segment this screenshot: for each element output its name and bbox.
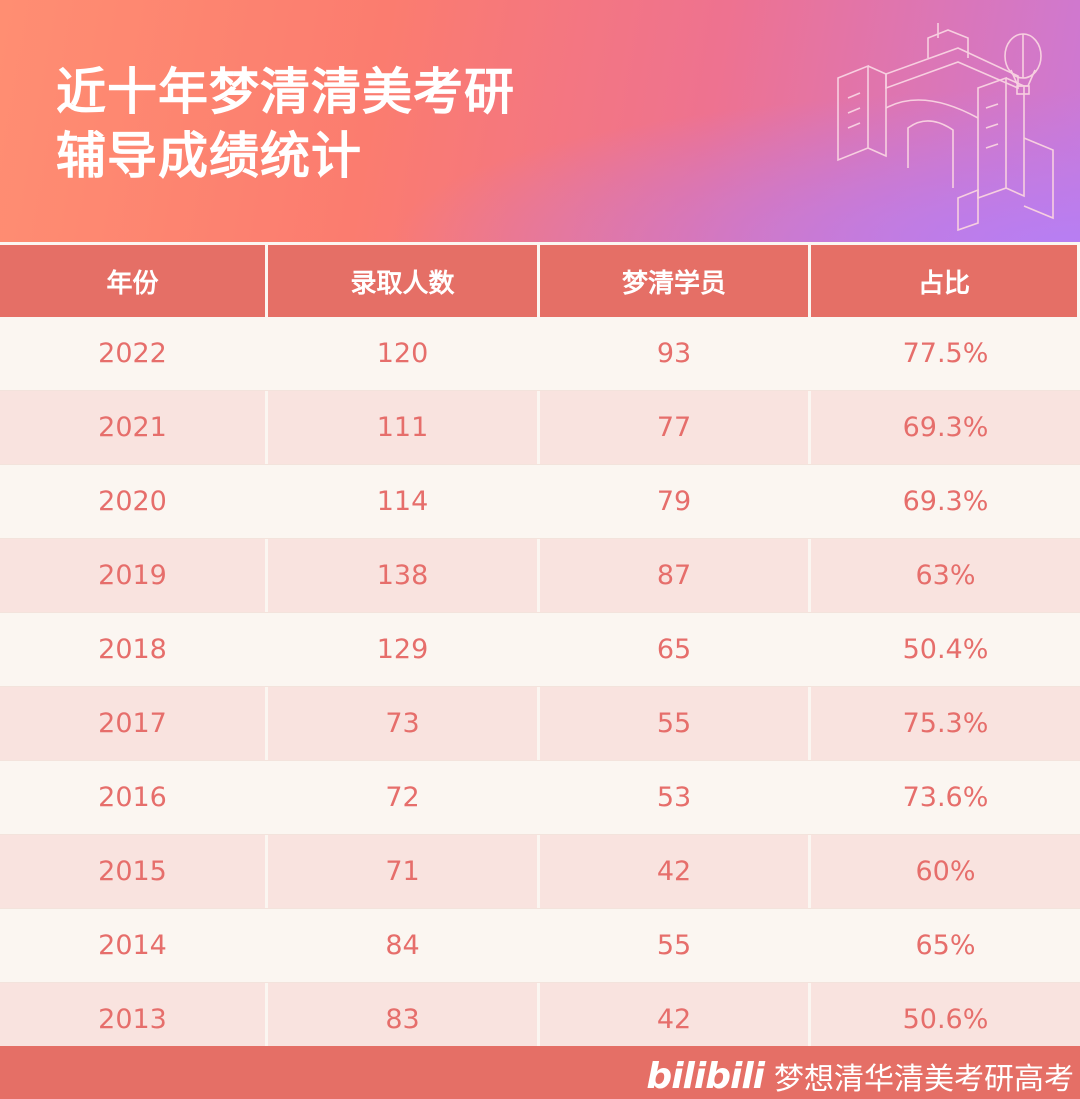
year-cell: 2016 <box>0 761 268 834</box>
students-cell: 93 <box>540 317 811 390</box>
year-cell: 2022 <box>0 317 268 390</box>
year-cell: 2013 <box>0 983 268 1056</box>
year-cell: 2019 <box>0 539 268 612</box>
column-header-students: 梦清学员 <box>540 245 811 317</box>
admitted-cell: 114 <box>268 465 540 538</box>
admitted-cell: 120 <box>268 317 540 390</box>
table-row: 2017 73 55 75.3% <box>0 687 1080 761</box>
students-cell: 79 <box>540 465 811 538</box>
year-cell: 2021 <box>0 391 268 464</box>
admitted-cell: 73 <box>268 687 540 760</box>
ratio-cell: 65% <box>915 930 976 961</box>
admitted-cell: 111 <box>268 391 540 464</box>
students-cell: 55 <box>540 909 811 982</box>
table-row: 2020 114 79 69.3% <box>0 465 1080 539</box>
ratio-cell: 77.5% <box>902 338 989 369</box>
year-cell: 2020 <box>0 465 268 538</box>
year-cell: 2014 <box>0 909 268 982</box>
year-cell: 2018 <box>0 613 268 686</box>
admitted-cell: 71 <box>268 835 540 908</box>
channel-name: 梦想清华清美考研高考 <box>774 1062 1074 1097</box>
students-cell: 77 <box>540 391 811 464</box>
table-row: 2022 120 93 77.5% <box>0 317 1080 391</box>
admitted-cell: 138 <box>268 539 540 612</box>
year-cell: 2017 <box>0 687 268 760</box>
table-row: 2014 84 55 65% <box>0 909 1080 983</box>
admitted-cell: 129 <box>268 613 540 686</box>
watermark: bilibili 梦想清华清美考研高考 <box>646 1054 1074 1098</box>
column-header-ratio: 占比 <box>811 245 1080 317</box>
table-row: 2019 138 87 63% <box>0 539 1080 613</box>
footer-bar: bilibili 梦想清华清美考研高考 <box>0 1046 1080 1099</box>
bilibili-logo: bilibili <box>646 1055 765 1097</box>
students-cell: 65 <box>540 613 811 686</box>
ratio-cell: 73.6% <box>902 782 989 813</box>
results-table: 年份 录取人数 梦清学员 占比 2022 120 93 77.5% 2021 1… <box>0 245 1080 1057</box>
header-banner: 近十年梦清清美考研 辅导成绩统计 <box>0 0 1080 242</box>
ratio-cell: 69.3% <box>902 486 989 517</box>
year-cell: 2015 <box>0 835 268 908</box>
admitted-cell: 83 <box>268 983 540 1056</box>
table-row: 2018 129 65 50.4% <box>0 613 1080 687</box>
ratio-cell: 75.3% <box>902 708 989 739</box>
page-title: 近十年梦清清美考研 辅导成绩统计 <box>56 60 515 188</box>
university-gate-illustration <box>837 23 1054 232</box>
column-header-admitted: 录取人数 <box>268 245 540 317</box>
ratio-cell: 50.6% <box>902 1004 989 1035</box>
students-cell: 53 <box>540 761 811 834</box>
students-cell: 42 <box>540 983 811 1056</box>
column-header-year: 年份 <box>0 245 268 317</box>
table-header-row: 年份 录取人数 梦清学员 占比 <box>0 245 1080 317</box>
admitted-cell: 84 <box>268 909 540 982</box>
title-line-2: 辅导成绩统计 <box>56 127 362 185</box>
ratio-cell: 50.4% <box>902 634 989 665</box>
table-row: 2016 72 53 73.6% <box>0 761 1080 835</box>
ratio-cell: 60% <box>915 856 976 887</box>
table-row: 2015 71 42 60% <box>0 835 1080 909</box>
table-row: 2021 111 77 69.3% <box>0 391 1080 465</box>
title-line-1: 近十年梦清清美考研 <box>56 63 515 121</box>
students-cell: 55 <box>540 687 811 760</box>
admitted-cell: 72 <box>268 761 540 834</box>
students-cell: 87 <box>540 539 811 612</box>
table-row: 2013 83 42 50.6% <box>0 983 1080 1057</box>
ratio-cell: 69.3% <box>902 412 989 443</box>
students-cell: 42 <box>540 835 811 908</box>
ratio-cell: 63% <box>915 560 976 591</box>
